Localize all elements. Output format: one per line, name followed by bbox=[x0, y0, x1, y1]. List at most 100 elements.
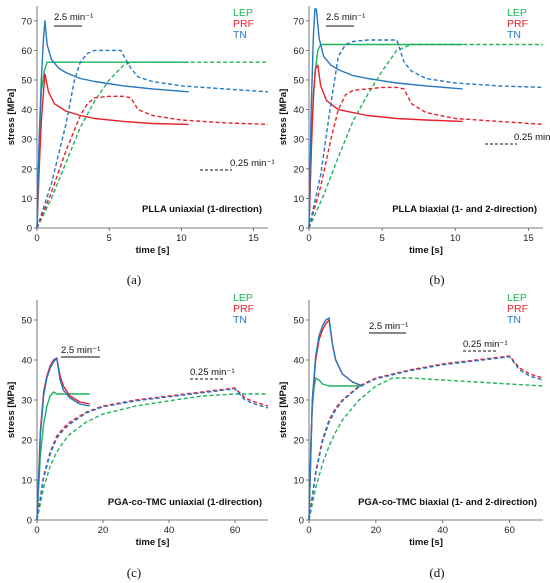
series-line-lep-fast bbox=[308, 377, 363, 521]
y-tick-label: 0 bbox=[299, 516, 304, 527]
slow-rate-label: 0.25 min⁻¹ bbox=[230, 158, 275, 169]
slow-rate-label: 0.25 min⁻¹ bbox=[514, 132, 550, 143]
fast-rate-label: 2.5 min⁻¹ bbox=[369, 321, 408, 332]
y-tick-label: 0 bbox=[27, 224, 32, 235]
panel-caption: (c) bbox=[127, 565, 141, 580]
legend-entry-tn: TN bbox=[507, 29, 521, 41]
y-tick-label: 10 bbox=[293, 194, 304, 205]
series-line-lep-slow bbox=[308, 377, 544, 521]
y-axis-label: stress [MPa] bbox=[278, 382, 289, 439]
x-tick-label: 0 bbox=[34, 525, 39, 536]
y-tick-label: 0 bbox=[27, 516, 32, 527]
x-axis-label: time [s] bbox=[409, 537, 443, 548]
x-axis-label: time [s] bbox=[136, 245, 170, 256]
series-line-prf-slow bbox=[36, 95, 269, 229]
legend-entry-prf: PRF bbox=[507, 303, 528, 315]
y-axis-label: stress [MPa] bbox=[278, 89, 289, 146]
legend-entry-lep: LEP bbox=[507, 292, 527, 304]
panel-title: PLLA uniaxial (1-direction) bbox=[142, 204, 262, 215]
x-axis-label: time [s] bbox=[136, 537, 170, 548]
fast-rate-label: 2.5 min⁻¹ bbox=[326, 12, 365, 23]
y-tick-label: 20 bbox=[293, 164, 304, 175]
series-line-prf-slow bbox=[308, 355, 544, 521]
x-tick-label: 60 bbox=[230, 525, 241, 536]
y-tick-label: 10 bbox=[293, 476, 304, 487]
fast-rate-label: 2.5 min⁻¹ bbox=[54, 12, 93, 23]
panel-title: PGA-co-TMC biaxial (1- and 2-direction) bbox=[358, 497, 537, 508]
series-line-tn-fast bbox=[36, 357, 90, 521]
legend-entry-tn: TN bbox=[233, 314, 247, 326]
fast-rate-label: 2.5 min⁻¹ bbox=[61, 345, 100, 356]
y-tick-label: 70 bbox=[293, 16, 304, 27]
y-tick-label: 30 bbox=[21, 135, 32, 146]
series-line-tn-slow bbox=[308, 356, 544, 521]
x-tick-label: 15 bbox=[248, 233, 259, 244]
y-tick-label: 70 bbox=[21, 16, 32, 27]
legend-entry-lep: LEP bbox=[233, 292, 253, 304]
panel-title: PGA-co-TMC uniaxial (1-direction) bbox=[108, 497, 262, 508]
legend-entry-lep: LEP bbox=[233, 7, 253, 19]
y-axis-label: stress [MPa] bbox=[6, 89, 17, 146]
chart-panel-1: 0 10 20 30 40 50 60 70 0 5 10 15 time [s] stress [MPa… bbox=[6, 6, 275, 287]
series-line-lep-slow bbox=[308, 43, 543, 229]
y-tick-label: 20 bbox=[21, 436, 32, 447]
panel-caption: (d) bbox=[429, 565, 444, 580]
series-line-tn-fast bbox=[308, 8, 463, 229]
y-tick-label: 0 bbox=[299, 224, 304, 235]
x-tick-label: 60 bbox=[504, 525, 515, 536]
series-line-tn-slow bbox=[36, 388, 269, 521]
legend-entry-prf: PRF bbox=[233, 303, 254, 315]
legend-entry-lep: LEP bbox=[507, 7, 527, 19]
y-tick-label: 50 bbox=[293, 76, 304, 87]
legend-entry-prf: PRF bbox=[507, 18, 528, 30]
series-line-tn-fast bbox=[308, 317, 363, 521]
slow-rate-label: 0.25 min⁻¹ bbox=[463, 339, 508, 350]
y-tick-label: 10 bbox=[21, 476, 32, 487]
y-tick-label: 30 bbox=[293, 396, 304, 407]
panel-caption: (a) bbox=[127, 272, 141, 287]
x-tick-label: 5 bbox=[379, 233, 384, 244]
x-tick-label: 0 bbox=[306, 525, 311, 536]
series-line-prf-slow bbox=[308, 86, 544, 229]
series-line-prf-fast bbox=[308, 64, 463, 229]
legend-entry-tn: TN bbox=[507, 314, 521, 326]
panel-caption: (b) bbox=[429, 272, 444, 287]
series-line-tn-slow bbox=[36, 49, 269, 229]
series-line-prf-fast bbox=[36, 357, 90, 521]
y-tick-label: 40 bbox=[21, 356, 32, 367]
x-tick-label: 0 bbox=[34, 233, 39, 244]
series-line-tn-fast bbox=[36, 20, 189, 229]
y-tick-label: 30 bbox=[21, 396, 32, 407]
x-axis-label: time [s] bbox=[409, 245, 443, 256]
series-line-prf-fast bbox=[36, 73, 189, 229]
legend-entry-prf: PRF bbox=[233, 18, 254, 30]
y-tick-label: 50 bbox=[293, 316, 304, 327]
x-tick-label: 20 bbox=[98, 525, 109, 536]
chart-panel-4: 0 10 20 30 40 50 0 20 40 60 time [s] stress [MPa] LE… bbox=[278, 292, 544, 580]
y-tick-label: 60 bbox=[21, 46, 32, 57]
x-tick-label: 15 bbox=[523, 233, 534, 244]
x-tick-label: 0 bbox=[306, 233, 311, 244]
y-tick-label: 20 bbox=[293, 436, 304, 447]
x-tick-label: 40 bbox=[437, 525, 448, 536]
series-line-prf-slow bbox=[36, 387, 269, 521]
panel-title: PLLA biaxial (1- and 2-direction) bbox=[392, 204, 537, 215]
chart-panel-2: 0 10 20 30 40 50 60 70 0 5 10 15 time [s] stress [MPa… bbox=[278, 6, 550, 287]
x-tick-label: 20 bbox=[371, 525, 382, 536]
slow-rate-label: 0.25 min⁻¹ bbox=[190, 367, 235, 378]
y-tick-label: 20 bbox=[21, 164, 32, 175]
series-line-lep-slow bbox=[36, 393, 268, 521]
series-line-lep-slow bbox=[36, 61, 268, 229]
y-tick-label: 40 bbox=[293, 356, 304, 367]
series-line-lep-fast bbox=[36, 391, 90, 521]
y-tick-label: 10 bbox=[21, 194, 32, 205]
chart-panel-3: 0 10 20 30 40 50 0 20 40 60 time [s] stress [MPa] LE… bbox=[6, 292, 269, 580]
series-line-tn-slow bbox=[308, 39, 544, 229]
y-tick-label: 40 bbox=[293, 105, 304, 116]
y-tick-label: 40 bbox=[21, 105, 32, 116]
y-tick-label: 50 bbox=[21, 76, 32, 87]
x-tick-label: 5 bbox=[107, 233, 112, 244]
x-tick-label: 10 bbox=[450, 233, 461, 244]
y-axis-label: stress [MPa] bbox=[6, 382, 17, 439]
